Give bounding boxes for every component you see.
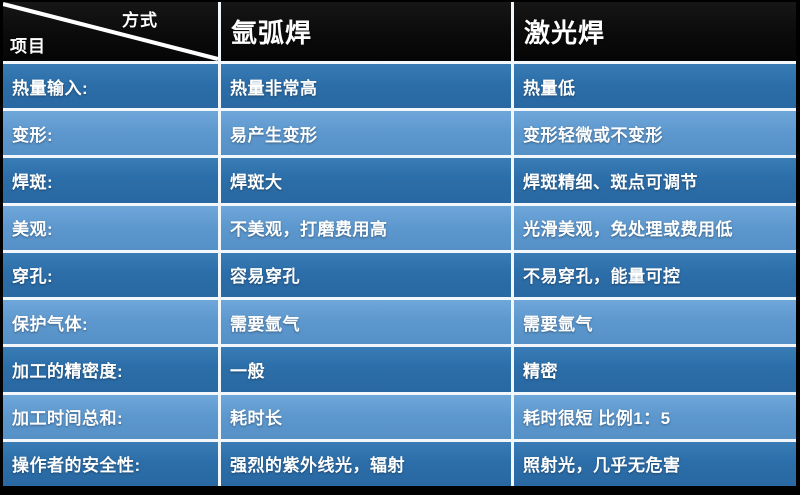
column-header-laser-welding: 激光焊	[514, 2, 796, 61]
column-header-argon-arc-welding: 氩弧焊	[221, 2, 511, 61]
row-label-precision: 加工的精密度:	[3, 347, 218, 392]
value-laser-deformation: 变形轻微或不变形	[514, 111, 796, 156]
value-argon-operator-safety: 强烈的紫外线光，辐射	[221, 441, 511, 486]
value-argon-precision: 一般	[221, 347, 511, 392]
value-laser-heat-input: 热量低	[514, 64, 796, 109]
welding-comparison-table: 方式 项目 氩弧焊 激光焊 热量输入: 热量非常高 热量低 变形: 易产生变形 …	[3, 2, 796, 486]
value-argon-heat-input: 热量非常高	[221, 64, 511, 109]
value-argon-weld-spot: 焊斑大	[221, 158, 511, 203]
value-laser-shielding-gas: 需要氩气	[514, 300, 796, 345]
diagonal-divider-line	[3, 2, 218, 61]
value-laser-weld-spot: 焊斑精细、斑点可调节	[514, 158, 796, 203]
value-argon-total-time: 耗时长	[221, 394, 511, 439]
corner-header-cell: 方式 项目	[3, 2, 218, 61]
row-label-heat-input: 热量输入:	[3, 64, 218, 109]
value-argon-appearance: 不美观，打磨费用高	[221, 205, 511, 250]
row-label-operator-safety: 操作者的安全性:	[3, 441, 218, 486]
value-laser-precision: 精密	[514, 347, 796, 392]
value-laser-total-time: 耗时很短 比例1：5	[514, 394, 796, 439]
value-laser-perforation: 不易穿孔，能量可控	[514, 252, 796, 298]
corner-label-method: 方式	[122, 11, 158, 30]
value-laser-operator-safety: 照射光，几乎无危害	[514, 441, 796, 486]
row-label-total-time: 加工时间总和:	[3, 394, 218, 439]
value-argon-shielding-gas: 需要氩气	[221, 300, 511, 345]
row-label-appearance: 美观:	[3, 205, 218, 250]
row-label-shielding-gas: 保护气体:	[3, 300, 218, 345]
row-label-weld-spot: 焊斑:	[3, 158, 218, 203]
row-label-deformation: 变形:	[3, 111, 218, 156]
value-laser-appearance: 光滑美观，免处理或费用低	[514, 205, 796, 250]
corner-label-item: 项目	[10, 37, 46, 56]
value-argon-deformation: 易产生变形	[221, 111, 511, 156]
value-argon-perforation: 容易穿孔	[221, 252, 511, 298]
row-label-perforation: 穿孔:	[3, 252, 218, 298]
